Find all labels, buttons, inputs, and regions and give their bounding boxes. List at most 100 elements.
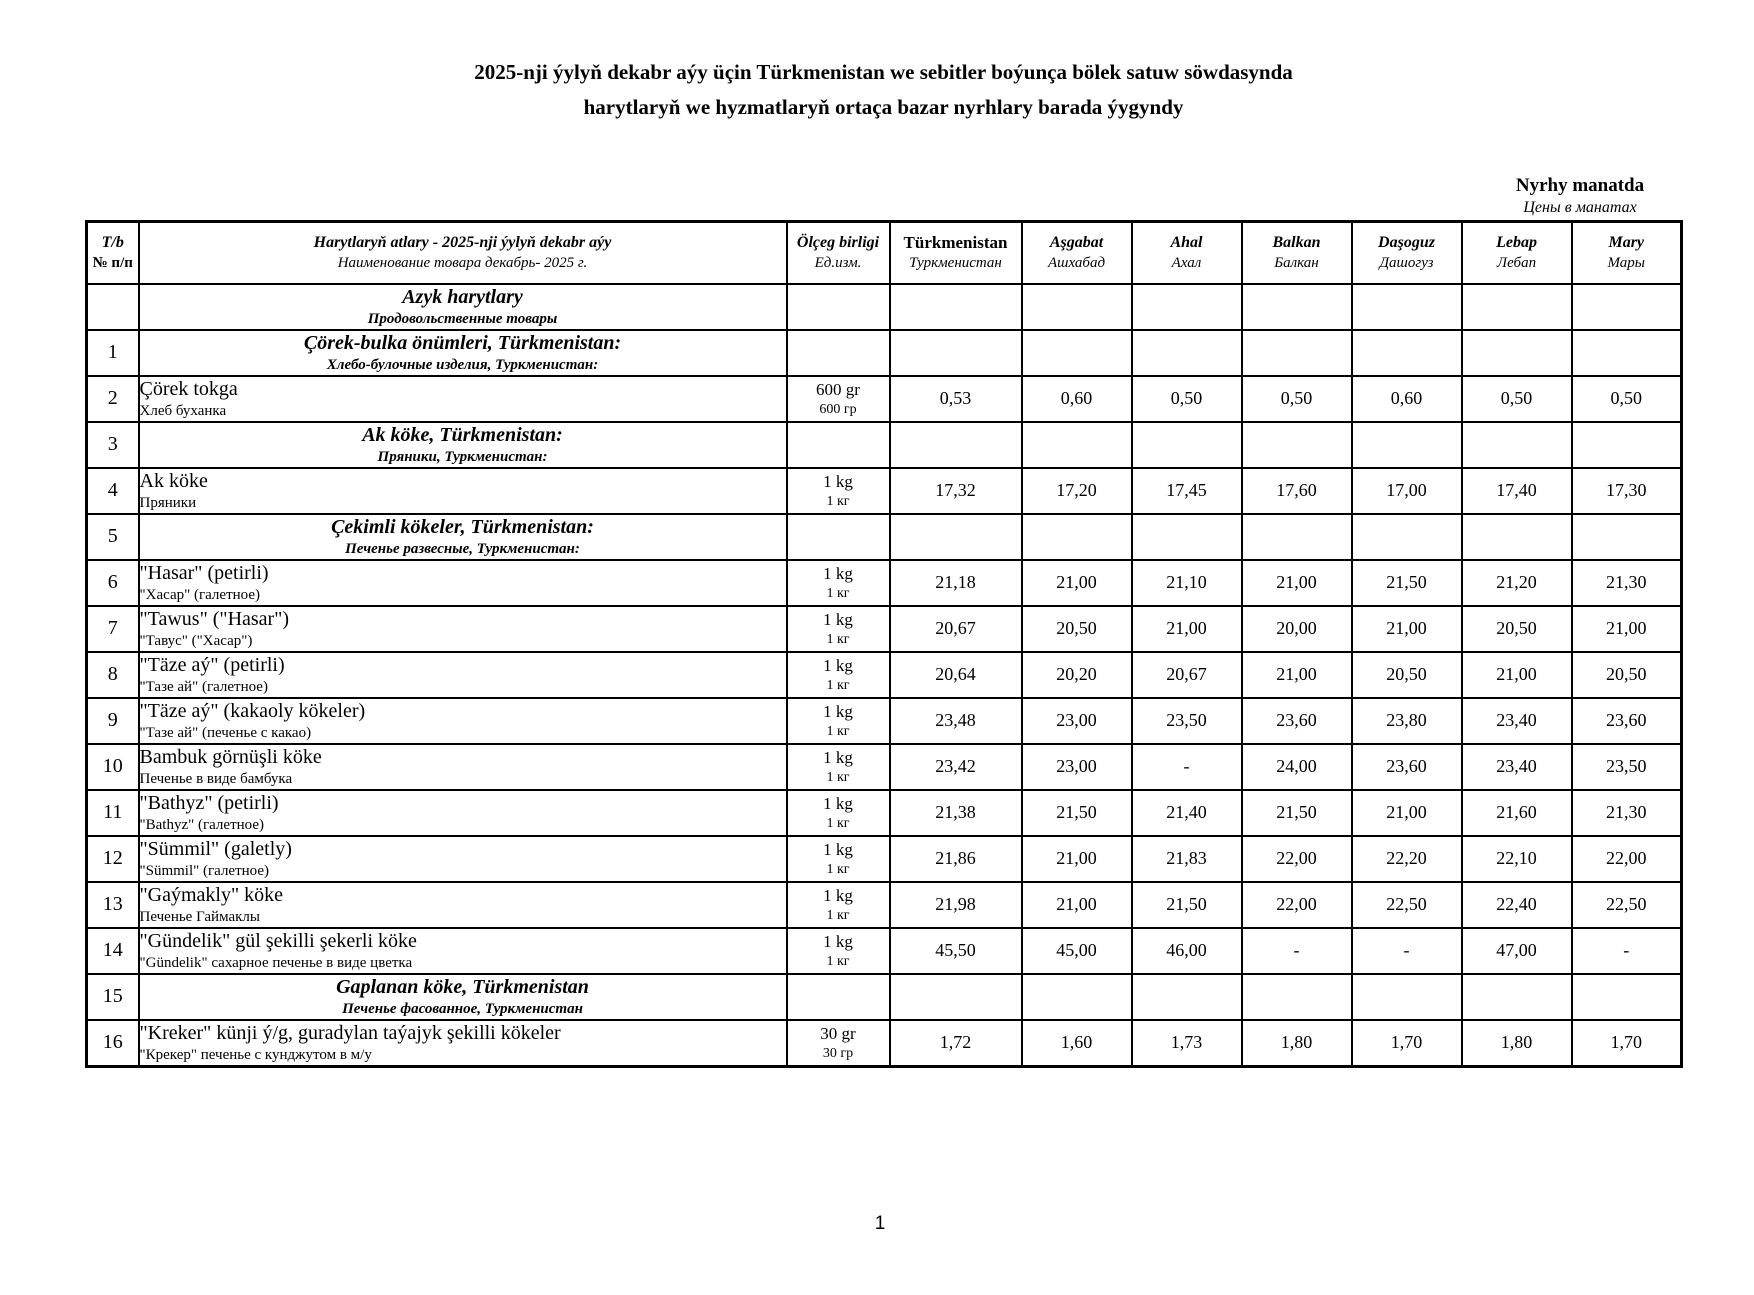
product-name-ru: Хлебо-булочные изделия, Туркменистан: (326, 356, 599, 373)
price-cell: 21,00 (1020, 834, 1133, 883)
product-name-tm: "Hasar" (petirli) (139, 561, 269, 584)
header-number-tm: T/b (101, 234, 124, 252)
row-number: 8 (85, 650, 140, 699)
row-number: 13 (85, 880, 140, 929)
price-cell: 1,73 (1130, 1018, 1243, 1067)
price-cell (1130, 420, 1243, 469)
row-number: 1 (85, 328, 140, 377)
price-cell: 1,80 (1460, 1018, 1573, 1067)
page-title-line2: harytlaryň we hyzmatlaryň ortaça bazar n… (583, 95, 1184, 119)
price-cell: 1,70 (1350, 1018, 1463, 1067)
price-cell: 23,00 (1020, 742, 1133, 791)
header-mary-tm: Mary (1608, 234, 1645, 252)
price-cell: 21,00 (1350, 604, 1463, 653)
unit-ru: 1 кг (826, 815, 850, 831)
product-name-tm: Ak köke (139, 469, 208, 492)
price-cell: 47,00 (1460, 926, 1573, 975)
page-title-line1: 2025-nji ýylyň dekabr aýy üçin Türkmenis… (474, 60, 1293, 84)
price-cell: 17,00 (1350, 466, 1463, 515)
product-name-ru: "Gündelik" сахарное печенье в виде цветк… (139, 954, 413, 971)
product-name: "Gündelik" gül şekilli şekerli köke "Günd… (137, 926, 788, 975)
price-cell: 21,60 (1460, 788, 1573, 837)
price-cell (1130, 512, 1243, 561)
unit-cell: 1 kg 1 кг (785, 742, 891, 791)
price-cell: 23,00 (1020, 696, 1133, 745)
price-cell: 21,00 (1350, 788, 1463, 837)
product-name-ru: "Тазе ай" (печенье с какао) (139, 724, 312, 741)
unit-tm: 1 kg (823, 931, 853, 951)
header-cell-name: Harytlaryň atlary - 2025-nji ýylyň dekab… (137, 220, 788, 285)
price-cell: 20,50 (1570, 650, 1683, 699)
product-name-ru: Пряники (139, 494, 197, 511)
product-name-ru: "Крекер" печенье с кунджутом в м/у (139, 1046, 372, 1063)
header-lebap-ru: Лебап (1496, 255, 1537, 272)
price-cell (888, 512, 1023, 561)
header-cell-turkmenistan: Türkmenistan Туркменистан (888, 220, 1023, 285)
unit-cell: 1 kg 1 кг (785, 558, 891, 607)
unit-cell: 30 gr 30 гр (785, 1018, 891, 1067)
header-cell-mary: Mary Мары (1570, 220, 1683, 285)
unit-cell: 1 kg 1 кг (785, 926, 891, 975)
price-cell: - (1130, 742, 1243, 791)
section-name: Ak köke, Türkmenistan: Пряники, Туркменис… (137, 420, 788, 469)
unit-cell: 1 kg 1 кг (785, 650, 891, 699)
price-cell: 22,50 (1350, 880, 1463, 929)
price-cell (1130, 328, 1243, 377)
price-table: T/b № п/п Harytlaryň atlary - 2025-nji ý… (85, 220, 1683, 1068)
price-cell: 20,64 (888, 650, 1023, 699)
unit-tm: 1 kg (823, 839, 853, 859)
header-asgabat-ru: Ашхабад (1047, 255, 1106, 272)
header-cell-unit: Ölçeg birligi Ед.изм. (785, 220, 891, 285)
row-number: 15 (85, 972, 140, 1021)
price-cell: 23,60 (1570, 696, 1683, 745)
price-cell: 21,86 (888, 834, 1023, 883)
price-cell: 20,00 (1240, 604, 1353, 653)
header-mary-ru: Мары (1607, 255, 1645, 272)
header-cell-ahal: Ahal Ахал (1130, 220, 1243, 285)
header-dasoguz-tm: Daşoguz (1378, 234, 1435, 252)
unit-tm: 1 kg (823, 747, 853, 767)
price-cell: 22,50 (1570, 880, 1683, 929)
table-row: 7 "Tawus" ("Hasar") "Тавус" ("Хасар") 1 kg 1… (85, 604, 1683, 653)
unit-cell: 1 kg 1 кг (785, 604, 891, 653)
product-name-ru: Печенье Гаймаклы (139, 908, 260, 925)
price-cell: 21,00 (1020, 880, 1133, 929)
price-cell: - (1350, 926, 1463, 975)
price-cell: 17,32 (888, 466, 1023, 515)
unit-tm: 1 kg (823, 609, 853, 629)
section-row: 5 Çekimli kökeler, Türkmenistan: Печенье р… (85, 512, 1683, 561)
header-ahal-tm: Ahal (1170, 234, 1203, 252)
price-cell: 23,48 (888, 696, 1023, 745)
price-cell: 23,50 (1570, 742, 1683, 791)
header-cell-number: T/b № п/п (85, 220, 140, 285)
unit-cell (785, 282, 891, 331)
unit-tm: 1 kg (823, 793, 853, 813)
price-cell (1350, 328, 1463, 377)
price-cell: 23,40 (1460, 696, 1573, 745)
price-cell (1570, 972, 1683, 1021)
price-cell: 21,10 (1130, 558, 1243, 607)
unit-ru: 1 кг (826, 907, 850, 923)
price-cell: 17,30 (1570, 466, 1683, 515)
page-number: 1 (874, 1213, 886, 1234)
price-cell: 17,60 (1240, 466, 1353, 515)
price-cell: 0,50 (1130, 374, 1243, 423)
row-number: 7 (85, 604, 140, 653)
price-cell (1350, 420, 1463, 469)
price-cell: 21,83 (1130, 834, 1243, 883)
unit-ru: 30 гр (822, 1045, 854, 1061)
product-name-tm: Bambuk görnüşli köke (139, 745, 322, 768)
price-cell: 21,18 (888, 558, 1023, 607)
product-name: "Gaýmakly" köke Печенье Гаймаклы (137, 880, 788, 929)
product-name-ru: Печенье фасованное, Туркменистан (342, 1000, 583, 1017)
unit-cell: 600 gr 600 гр (785, 374, 891, 423)
product-name: "Bathyz" (petirli) "Bathyz" (галетное) (137, 788, 788, 837)
price-cell (1350, 512, 1463, 561)
section-row: Azyk harytlary Продовольственные товары (85, 282, 1683, 331)
price-cell: 17,40 (1460, 466, 1573, 515)
unit-ru: 1 кг (826, 631, 850, 647)
currency-note-ru: Цены в манатах (1523, 199, 1637, 216)
unit-ru: 1 кг (826, 493, 850, 509)
product-name-tm: Çörek-bulka önümleri, Türkmenistan: (303, 331, 622, 354)
price-cell: 20,20 (1020, 650, 1133, 699)
